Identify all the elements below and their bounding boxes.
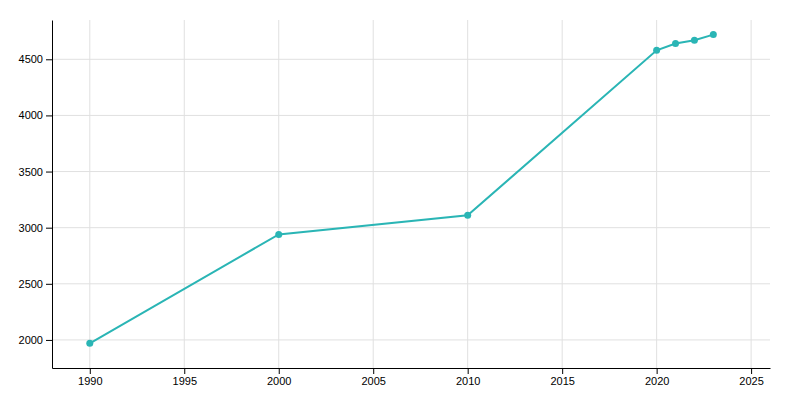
x-tick-mark	[90, 368, 91, 374]
x-tick: 1995	[173, 368, 197, 387]
y-tick-label: 2000	[19, 334, 43, 346]
y-tick: 3000	[19, 222, 52, 234]
y-tick: 4500	[19, 53, 52, 65]
y-tick-label: 3500	[19, 166, 43, 178]
y-grid-line	[52, 59, 770, 60]
y-tick-mark	[46, 115, 52, 116]
x-tick-label: 2000	[267, 375, 291, 387]
y-tick-mark	[46, 340, 52, 341]
x-grid-line	[562, 20, 563, 368]
x-tick-label: 2015	[550, 375, 574, 387]
y-tick-label: 3000	[19, 222, 43, 234]
y-grid-line	[52, 283, 770, 284]
y-axis-line	[52, 21, 53, 369]
y-tick-mark	[46, 172, 52, 173]
point	[653, 47, 660, 54]
x-tick-label: 1990	[78, 375, 102, 387]
x-tick-label: 2010	[456, 375, 480, 387]
y-tick-mark	[46, 284, 52, 285]
point	[672, 40, 679, 47]
x-tick: 2020	[645, 368, 669, 387]
y-tick-label: 2500	[19, 278, 43, 290]
chart: 1990 1995 2000 2005 2010 2015 2020 2025 2000 2500…	[0, 0, 800, 400]
x-grid-line	[751, 20, 752, 368]
x-grid-line	[184, 20, 185, 368]
x-tick-mark	[184, 368, 185, 374]
y-grid-line	[52, 339, 770, 340]
line	[90, 35, 714, 344]
y-tick-label: 4000	[19, 109, 43, 121]
x-tick-mark	[279, 368, 280, 374]
point	[86, 340, 93, 347]
point	[710, 31, 717, 38]
x-tick: 2010	[456, 368, 480, 387]
x-grid-line	[373, 20, 374, 368]
x-tick-mark	[562, 368, 563, 374]
x-grid-line	[278, 20, 279, 368]
y-grid-line	[52, 115, 770, 116]
y-grid-line	[52, 171, 770, 172]
x-tick-mark	[657, 368, 658, 374]
y-tick: 2000	[19, 334, 52, 346]
y-tick-mark	[46, 228, 52, 229]
y-tick-mark	[46, 59, 52, 60]
x-tick: 1990	[78, 368, 102, 387]
x-axis: 1990 1995 2000 2005 2010 2015 2020 2025	[53, 368, 771, 387]
y-tick-label: 4500	[19, 53, 43, 65]
x-tick: 2005	[361, 368, 385, 387]
y-axis: 2000 2500 3000 3500 4000 4500	[19, 21, 53, 369]
x-tick-label: 1995	[173, 375, 197, 387]
y-grid-line	[52, 227, 770, 228]
x-grid-line	[656, 20, 657, 368]
x-tick: 2025	[739, 368, 763, 387]
x-tick: 2000	[267, 368, 291, 387]
y-tick: 3500	[19, 166, 52, 178]
x-tick: 2015	[550, 368, 574, 387]
point	[275, 231, 282, 238]
x-axis-line	[53, 368, 771, 369]
x-tick-mark	[468, 368, 469, 374]
x-tick-label: 2005	[361, 375, 385, 387]
x-tick-label: 2020	[645, 375, 669, 387]
x-grid-line	[467, 20, 468, 368]
point	[691, 37, 698, 44]
data-marks	[86, 31, 717, 347]
y-tick: 2500	[19, 278, 52, 290]
x-tick-mark	[751, 368, 752, 374]
plot-area: 1990 1995 2000 2005 2010 2015 2020 2025 2000 2500…	[19, 20, 771, 387]
grid	[52, 20, 770, 368]
x-tick-label: 2025	[739, 375, 763, 387]
x-tick-mark	[373, 368, 374, 374]
x-grid-line	[89, 20, 90, 368]
point	[464, 212, 471, 219]
y-tick: 4000	[19, 109, 52, 121]
